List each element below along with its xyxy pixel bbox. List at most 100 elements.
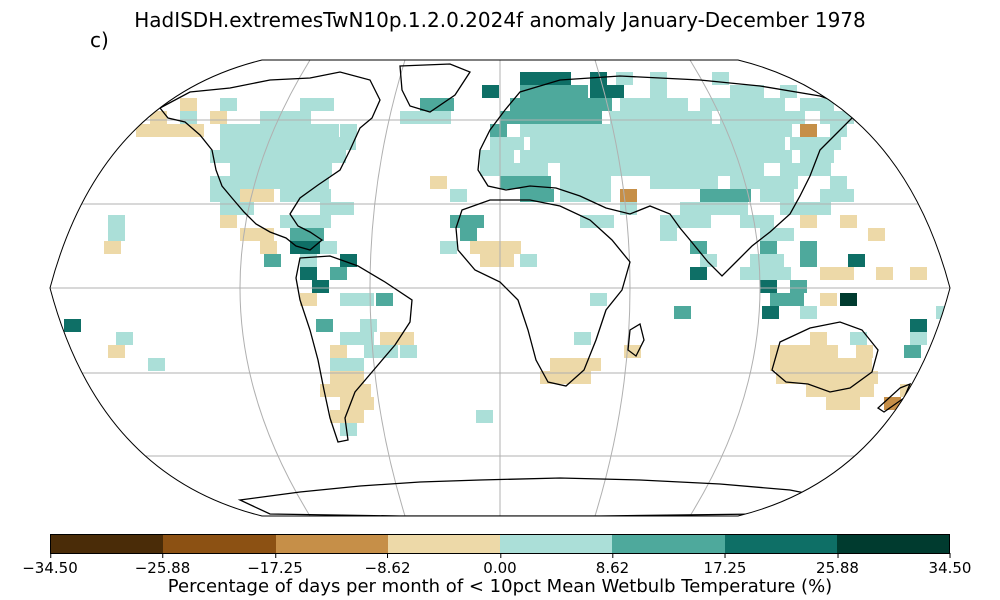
- grid-cell: [337, 384, 354, 397]
- grid-cell: [780, 85, 797, 98]
- grid-cell: [316, 319, 333, 332]
- grid-cell: [560, 176, 577, 189]
- grid-cell: [734, 137, 751, 150]
- grid-cell: [237, 124, 254, 137]
- grid-cell: [855, 358, 872, 371]
- grid-cell: [637, 98, 654, 111]
- grid-cell: [571, 150, 588, 163]
- grid-cell: [760, 280, 777, 293]
- grid-cell: [294, 111, 311, 124]
- grid-cell: [170, 124, 187, 137]
- grid-cell: [537, 189, 554, 202]
- grid-cell: [116, 332, 133, 345]
- grid-cell: [787, 358, 804, 371]
- grid-cell: [611, 163, 628, 176]
- grid-cell: [257, 189, 274, 202]
- colorbar-tick-label: −34.50: [22, 553, 78, 577]
- grid-cell: [760, 189, 777, 202]
- grid-cell: [278, 150, 295, 163]
- coast-eurasia: [477, 75, 862, 277]
- grid-cell: [357, 332, 374, 345]
- grid-cell: [650, 85, 667, 98]
- grid-cell: [554, 72, 571, 85]
- colorbar-segment: [724, 535, 837, 553]
- grid-cell: [787, 293, 804, 306]
- grid-cell: [777, 189, 794, 202]
- grid-cell: [584, 358, 601, 371]
- grid-cell: [662, 163, 679, 176]
- grid-cell: [788, 111, 805, 124]
- grid-cell: [628, 163, 645, 176]
- grid-cell: [780, 202, 797, 215]
- grid-cell: [607, 85, 624, 98]
- grid-cell: [136, 124, 153, 137]
- grid-cell: [667, 176, 684, 189]
- grid-cell: [826, 397, 843, 410]
- colorbar-segment: [275, 535, 388, 553]
- colorbar-segment: [612, 535, 725, 553]
- grid-cell: [707, 150, 724, 163]
- grid-cell: [793, 371, 810, 384]
- grid-cell: [288, 124, 305, 137]
- grid-cell: [530, 137, 547, 150]
- grid-cell: [797, 202, 814, 215]
- grid-cell: [690, 267, 707, 280]
- grid-cell: [290, 228, 307, 241]
- grid-cell: [278, 176, 295, 189]
- grid-cell: [910, 332, 927, 345]
- grid-cell: [856, 345, 873, 358]
- grid-cell: [148, 358, 165, 371]
- grid-cell: [594, 163, 611, 176]
- grid-cell: [237, 137, 254, 150]
- grid-cell: [910, 267, 927, 280]
- grid-cell: [300, 254, 317, 267]
- grid-cell: [701, 176, 718, 189]
- grid-cell: [337, 202, 354, 215]
- colorbar-tick-label: 25.88: [816, 553, 859, 577]
- coast-greenland: [399, 63, 471, 113]
- anomaly-grid-cells: [64, 72, 950, 436]
- grid-cell: [632, 137, 649, 150]
- grid-cell: [730, 163, 747, 176]
- grid-cell: [751, 98, 768, 111]
- grid-cell: [277, 111, 294, 124]
- grid-cell: [551, 111, 568, 124]
- grid-cell: [700, 189, 717, 202]
- grid-cell: [510, 98, 527, 111]
- grid-cell: [322, 124, 339, 137]
- grid-cell: [300, 293, 317, 306]
- grid-cell: [660, 228, 677, 241]
- grid-cell: [322, 137, 339, 150]
- grid-cell: [690, 150, 707, 163]
- grid-cell: [547, 137, 564, 150]
- grid-cell: [531, 163, 548, 176]
- grid-cell: [590, 72, 607, 85]
- grid-cell: [571, 85, 588, 98]
- grid-cell: [774, 267, 791, 280]
- grid-cell: [787, 345, 804, 358]
- grid-cell: [317, 98, 334, 111]
- grid-cell: [571, 124, 588, 137]
- grid-cell: [775, 150, 792, 163]
- grid-cell: [320, 202, 337, 215]
- grid-cell: [843, 397, 860, 410]
- grid-cell: [817, 150, 834, 163]
- grid-cell: [320, 241, 337, 254]
- grid-cell: [620, 202, 637, 215]
- grid-cell: [800, 241, 817, 254]
- grid-cell: [340, 293, 357, 306]
- grid-cell: [762, 306, 779, 319]
- grid-cell: [840, 293, 857, 306]
- grid-cell: [800, 124, 817, 137]
- coast-north-america: [159, 71, 381, 251]
- grid-cell: [497, 163, 514, 176]
- grid-cell: [560, 189, 577, 202]
- grid-cell: [578, 98, 595, 111]
- grid-cell: [260, 241, 277, 254]
- grid-cell: [720, 111, 737, 124]
- grid-cell: [500, 176, 517, 189]
- grid-cell: [810, 371, 827, 384]
- grid-cell: [560, 163, 577, 176]
- grid-cell: [840, 215, 857, 228]
- grid-cell: [577, 189, 594, 202]
